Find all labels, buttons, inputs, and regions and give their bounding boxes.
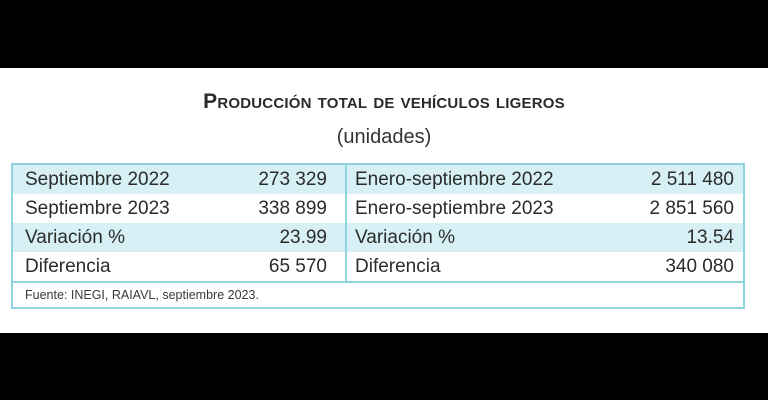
row-value-right: 2 511 480 xyxy=(650,169,734,190)
source-note: Fuente: INEGI, RAIAVL, septiembre 2023. xyxy=(13,281,743,307)
document-panel: Producción total de vehículos ligeros (u… xyxy=(0,68,768,333)
row-label-left: Diferencia xyxy=(25,256,111,277)
row-label-right: Enero-septiembre 2023 xyxy=(355,198,554,219)
table-row: Diferencia 65 570 Diferencia 340 080 xyxy=(13,252,743,281)
row-value-right: 340 080 xyxy=(665,256,734,277)
row-label-left: Septiembre 2023 xyxy=(25,198,170,219)
row-value-left: 23.99 xyxy=(279,227,327,248)
row-label-right: Variación % xyxy=(355,227,455,248)
row-label-left: Septiembre 2022 xyxy=(25,169,170,190)
row-value-left: 338 899 xyxy=(258,198,327,219)
table-row: Variación % 23.99 Variación % 13.54 xyxy=(13,223,743,252)
table-row: Septiembre 2023 338 899 Enero-septiembre… xyxy=(13,194,743,223)
column-divider xyxy=(345,165,347,281)
row-label-left: Variación % xyxy=(25,227,125,248)
table-subtitle: (unidades) xyxy=(336,126,432,148)
production-table: Septiembre 2022 273 329 Enero-septiembre… xyxy=(11,163,745,309)
row-value-left: 65 570 xyxy=(268,256,327,277)
row-value-left: 273 329 xyxy=(258,169,327,190)
table-title: Producción total de vehículos ligeros xyxy=(203,90,565,113)
row-value-right: 2 851 560 xyxy=(649,198,734,219)
row-value-right: 13.54 xyxy=(686,227,734,248)
row-label-right: Diferencia xyxy=(355,256,441,277)
row-label-right: Enero-septiembre 2022 xyxy=(355,169,554,190)
table-row: Septiembre 2022 273 329 Enero-septiembre… xyxy=(13,165,743,194)
